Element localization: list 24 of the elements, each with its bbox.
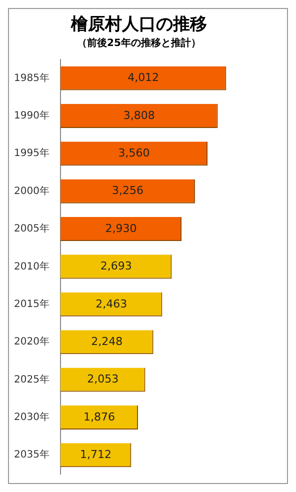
- y-tick-label: 2030年: [14, 411, 50, 424]
- data-label: 2,053: [87, 372, 119, 386]
- chart-subtitle: （前後25年の推移と推計）: [77, 36, 201, 49]
- chart-title: 檜原村人口の推移: [70, 14, 207, 35]
- y-tick-label: 2010年: [14, 260, 50, 272]
- data-label: 3,256: [112, 184, 144, 198]
- y-tick-label: 1995年: [14, 147, 50, 160]
- data-label: 3,808: [123, 108, 155, 122]
- data-label: 4,012: [128, 71, 160, 84]
- data-label: 2,693: [100, 260, 132, 273]
- data-label: 3,560: [118, 146, 150, 160]
- data-label: 2,463: [96, 297, 128, 310]
- data-label: 1,712: [80, 448, 112, 462]
- data-label: 2,248: [91, 334, 123, 348]
- y-tick-label: 2035年: [14, 448, 50, 461]
- y-tick-label: 1985年: [14, 72, 50, 84]
- y-tick-label: 2005年: [14, 222, 50, 235]
- y-tick-label: 2000年: [14, 184, 50, 197]
- y-tick-label: 2025年: [14, 373, 50, 386]
- data-label: 1,876: [83, 410, 115, 424]
- y-tick-label: 1990年: [14, 110, 50, 122]
- y-tick-label: 2015年: [14, 298, 50, 310]
- data-label: 2,930: [105, 222, 137, 235]
- y-tick-label: 2020年: [14, 336, 50, 348]
